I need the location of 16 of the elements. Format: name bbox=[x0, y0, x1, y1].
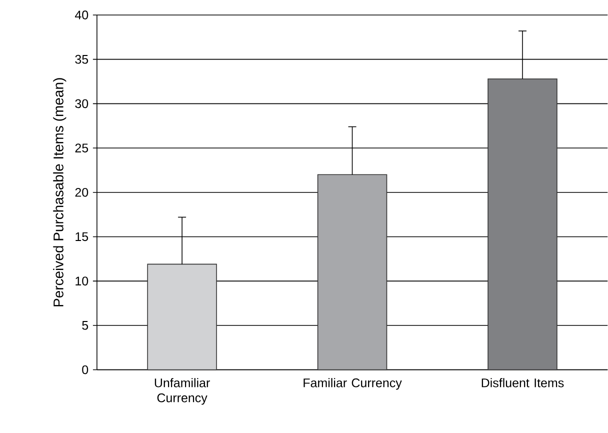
bar bbox=[317, 174, 388, 370]
bar bbox=[147, 264, 217, 370]
y-tick-label: 40 bbox=[74, 10, 88, 20]
bar bbox=[488, 78, 558, 370]
x-tick-label: Unfamiliar Currency bbox=[154, 378, 210, 405]
x-tick-label: Familiar Currency bbox=[304, 378, 402, 390]
y-tick-label: 30 bbox=[75, 99, 88, 108]
y-axis-title: Perceived Purchasable Items (mean) bbox=[53, 78, 66, 306]
y-tick-label: 35 bbox=[75, 55, 88, 64]
y-tick-label: 15 bbox=[76, 232, 88, 242]
y-tick-label: 20 bbox=[75, 188, 88, 197]
y-tick-label: 5 bbox=[82, 321, 88, 330]
y-tick-label: 25 bbox=[75, 144, 88, 153]
y-tick-label: 0 bbox=[82, 365, 88, 374]
x-tick-label: Disfluent Items bbox=[482, 378, 564, 388]
y-tick-label: 10 bbox=[76, 276, 88, 286]
